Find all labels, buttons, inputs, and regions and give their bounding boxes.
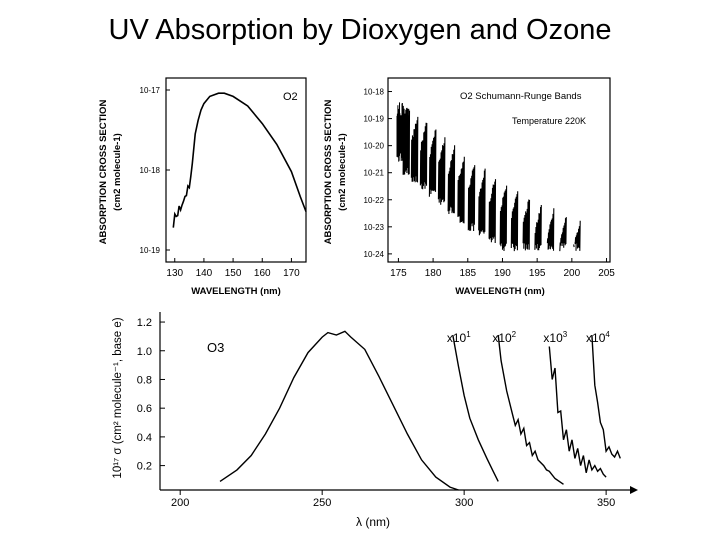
sr-band-13	[535, 205, 541, 250]
o2-cross-section-curve	[173, 93, 306, 227]
o2-x-axis-label: WAVELENGTH (nm)	[191, 286, 281, 297]
panel-schumann-runge: 175 180 185 190 195 200 205 10-18 10-19 10-20 10-…	[323, 78, 615, 297]
o2-x-tick-label: 130	[166, 268, 183, 279]
o3-multiplier-label-x1000: x103	[543, 330, 567, 345]
o3-multiplier-label-x10000: x104	[586, 330, 610, 345]
o3-multiplier-label-x100: x102	[492, 330, 516, 345]
sr-x-tick-label: 205	[598, 268, 615, 279]
sr-y-tick-label: 10-23	[364, 223, 385, 232]
sr-band-11	[511, 191, 517, 251]
sr-band-12	[523, 200, 529, 251]
sr-y-axis-label-2: (cm2 molecule-1)	[337, 133, 348, 211]
o2-y-axis-label-2: (cm2 molecule-1)	[112, 133, 123, 211]
sr-temperature-label: Temperature 220K	[512, 116, 586, 126]
sr-x-tick-label: 185	[459, 268, 476, 279]
sr-band-9	[489, 179, 495, 243]
sr-x-tick-label: 175	[390, 268, 407, 279]
o2-x-tick-label: 140	[196, 268, 213, 279]
sr-band-3	[429, 130, 436, 197]
o3-multiplier-exponent: 3	[563, 330, 568, 339]
sr-x-tick-label: 190	[494, 268, 511, 279]
o3-series-x10	[453, 335, 498, 481]
o2-x-tick-label: 170	[283, 268, 300, 279]
o3-x-tick-label: 250	[313, 497, 331, 509]
sr-x-axis-label: WAVELENGTH (nm)	[455, 286, 545, 297]
o3-multiplier-label-x10: x101	[447, 330, 471, 345]
sr-band-2	[420, 123, 426, 190]
sr-y-tick-label: 10-24	[364, 250, 385, 259]
sr-band-8	[479, 169, 485, 236]
o3-y-axis-label: 10¹⁷ σ (cm² molecule⁻¹, base e)	[112, 317, 124, 478]
sr-band-7	[468, 165, 474, 231]
o3-multiplier-exponent: 4	[605, 330, 610, 339]
sr-y-tick-label: 10-20	[364, 142, 385, 151]
sr-x-tick-label: 180	[425, 268, 442, 279]
o3-y-tick-label: 0.6	[137, 403, 152, 415]
o3-series-x1	[220, 331, 459, 490]
o3-series-x100	[498, 335, 563, 484]
o2-x-tick-label: 150	[225, 268, 242, 279]
o3-x-tick-label: 300	[455, 497, 473, 509]
o2-plot-frame	[166, 78, 306, 262]
o3-multiplier-exponent: 2	[512, 330, 517, 339]
sr-band-6	[458, 157, 464, 224]
o3-series-x1000	[549, 347, 606, 478]
o3-multiplier-exponent: 1	[466, 330, 471, 339]
o3-x-tick-label: 200	[171, 497, 189, 509]
sr-band-1	[411, 117, 417, 182]
sr-title: O2 Schumann-Runge Bands	[460, 91, 582, 102]
o3-x-tick-label: 350	[597, 497, 615, 509]
o2-y-tick-label: 10-17	[140, 86, 161, 95]
sr-y-tick-label: 10-18	[364, 88, 385, 97]
sr-band-10	[500, 186, 506, 251]
o3-y-tick-label: 1.0	[137, 346, 152, 358]
sr-y-tick-label: 10-19	[364, 115, 385, 124]
sr-band-4	[438, 137, 445, 205]
panel-o3: 200 250 300 350 0.2 0.4 0.6 0.8 1.0 1.2 x101 x102…	[112, 312, 638, 529]
o3-x-axis-arrow	[630, 486, 638, 494]
o3-label: O3	[207, 340, 224, 355]
sr-y-axis-label-1: ABSORPTION CROSS SECTION	[323, 100, 334, 245]
o3-y-tick-label: 1.2	[137, 317, 152, 329]
sr-x-tick-label: 195	[529, 268, 546, 279]
sr-band-16	[574, 221, 581, 251]
sr-y-tick-label: 10-21	[364, 169, 385, 178]
figure-area: 130 140 150 160 170 10-17 10-18 10-19 O2 WAVEL…	[0, 0, 720, 540]
sr-band-14	[547, 208, 553, 251]
sr-band-15	[560, 217, 567, 251]
o2-y-tick-label: 10-19	[140, 246, 161, 255]
o3-series-x10000	[592, 335, 620, 458]
o3-y-tick-label: 0.4	[137, 432, 152, 444]
o2-y-axis-label-1: ABSORPTION CROSS SECTION	[98, 100, 109, 245]
o3-y-tick-label: 0.2	[137, 461, 152, 473]
sr-band-5	[448, 145, 455, 214]
o3-y-tick-label: 0.8	[137, 374, 152, 386]
panel-o2: 130 140 150 160 170 10-17 10-18 10-19 O2 WAVEL…	[98, 78, 306, 297]
o3-x-axis-label: λ (nm)	[356, 515, 390, 529]
o2-x-tick-label: 160	[254, 268, 271, 279]
o2-y-tick-label: 10-18	[140, 166, 161, 175]
sr-x-tick-label: 200	[564, 268, 581, 279]
sr-y-tick-label: 10-22	[364, 196, 385, 205]
o2-label: O2	[283, 91, 298, 103]
